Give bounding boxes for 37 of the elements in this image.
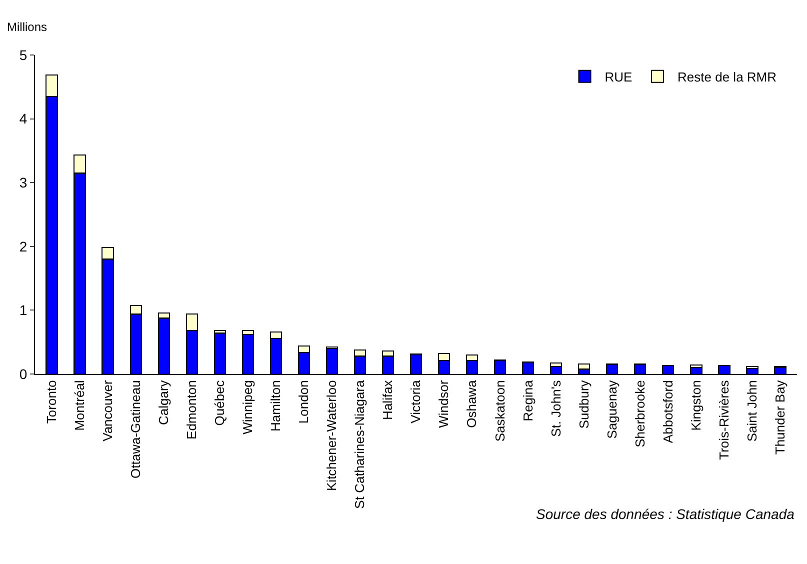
y-tick-label: 5 bbox=[19, 46, 28, 63]
x-tick-label: St. John's bbox=[548, 380, 564, 437]
x-tick-label: Windsor bbox=[436, 380, 452, 428]
x-tick-label: Sherbrooke bbox=[632, 380, 648, 448]
x-tick-label: Abbotsford bbox=[660, 380, 676, 444]
x-tick-label: Kitchener-Waterloo bbox=[324, 380, 340, 491]
x-tick-label: London bbox=[296, 380, 312, 424]
x-tick-label: Ottawa-Gatineau bbox=[128, 380, 144, 478]
x-tick-label: St Catharines-Niagara bbox=[352, 379, 368, 509]
x-tick-label: Montréal bbox=[72, 380, 88, 431]
x-tick-label: Sudbury bbox=[576, 380, 592, 429]
y-axis-title: Millions bbox=[7, 20, 48, 34]
y-tick-label: 2 bbox=[19, 238, 28, 254]
x-tick-label: Hamilton bbox=[268, 380, 284, 432]
x-tick-label: Regina bbox=[520, 379, 536, 422]
y-tick-label: 4 bbox=[19, 110, 28, 127]
y-tick-label: 0 bbox=[19, 366, 28, 382]
x-tick-label: Thunder Bay bbox=[772, 380, 788, 455]
x-tick-label: Calgary bbox=[156, 380, 172, 425]
x-tick-label: Saskatoon bbox=[492, 380, 508, 442]
x-tick-label: Halifax bbox=[380, 380, 396, 420]
x-tick-label: Vancouver bbox=[100, 380, 116, 442]
x-tick-label: Saguenay bbox=[604, 380, 620, 439]
x-tick-label: Edmonton bbox=[184, 380, 200, 440]
x-tick-label: Québec bbox=[212, 380, 228, 426]
x-tick-label: Toronto bbox=[44, 380, 60, 424]
x-tick-label: Oshawa bbox=[464, 379, 480, 428]
x-tick-label: Kingston bbox=[688, 380, 704, 431]
source-note: Source des données : Statistique Canada bbox=[536, 506, 795, 522]
x-tick-label: Trois-Rivières bbox=[716, 380, 732, 460]
y-tick-label: 3 bbox=[19, 174, 28, 190]
y-tick-label: 1 bbox=[19, 302, 28, 318]
legend-label: Reste de la RMR bbox=[678, 69, 777, 84]
x-tick-label: Saint John bbox=[744, 380, 760, 442]
legend-label: RUE bbox=[604, 69, 633, 84]
x-tick-label: Victoria bbox=[408, 379, 424, 424]
x-tick-label: Winnipeg bbox=[240, 380, 256, 434]
